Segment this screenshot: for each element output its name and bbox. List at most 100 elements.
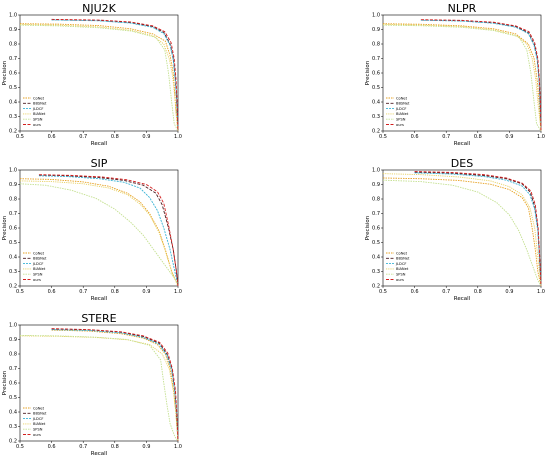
- des-ytick-label: 0.5: [372, 240, 380, 246]
- nlpr-series-spsn: [382, 24, 542, 132]
- nju2k-ytick-label: 0.8: [9, 42, 17, 48]
- des-series-spsn: [382, 179, 542, 287]
- sip-xtick-label: 1.0: [174, 289, 182, 295]
- nju2k-legend-label-conet: CoNet: [33, 96, 45, 100]
- nju2k-xtick-label: 0.6: [48, 134, 56, 140]
- sip-xtick-label: 0.6: [48, 289, 56, 295]
- sip-ytick-label: 0.6: [9, 226, 17, 232]
- nju2k-ytick-label: 0.5: [9, 85, 17, 91]
- des-ytick-label: 0.8: [372, 197, 380, 203]
- nlpr-ylabel: Precision: [365, 60, 371, 85]
- nju2k-series-bianet: [19, 23, 179, 132]
- chart-des: DES 0.5 0.6 0.7 0.8 0.9 1.0 0.2 0.3 0.4 0.5 0.6 0.7 0…: [365, 157, 545, 302]
- nju2k-ytick-label: 0.2: [9, 129, 17, 135]
- des-ytick-label: 0.3: [372, 269, 380, 275]
- sip-series-bbsnet: [38, 174, 179, 287]
- sip-series-jldcf: [38, 175, 179, 287]
- nlpr-ytick-label: 0.2: [372, 129, 380, 135]
- des-xtick-label: 0.9: [505, 289, 513, 295]
- des-ytick-label: 0.4: [372, 255, 380, 261]
- nju2k-legend-label-ours: ours: [33, 123, 41, 127]
- des-xlabel: Recall: [454, 296, 471, 302]
- stere-legend-label-bbsnet: BBSNet: [33, 412, 47, 416]
- stere-xtick-label: 0.6: [48, 444, 56, 450]
- stere-xlabel: Recall: [91, 451, 108, 457]
- sip-title: SIP: [91, 157, 108, 170]
- nlpr-ytick-label: 0.5: [372, 85, 380, 91]
- nju2k-ytick-label: 0.7: [9, 56, 17, 62]
- stere-legend-label-spsn: SPSN: [33, 428, 43, 432]
- nlpr-legend-label-spsn: SPSN: [396, 118, 406, 122]
- sip-series-bianet: [19, 180, 179, 287]
- stere-title: STERE: [81, 312, 116, 325]
- sip-series-ours: [38, 174, 179, 287]
- nju2k-xtick-label: 0.7: [79, 134, 87, 140]
- nlpr-ytick-label: 0.7: [372, 56, 380, 62]
- nlpr-ytick-label: 0.8: [372, 42, 380, 48]
- nlpr-xtick-label: 1.0: [537, 134, 545, 140]
- nlpr-series-jldcf: [420, 19, 542, 132]
- nju2k-xlabel: Recall: [91, 141, 108, 147]
- chart-nlpr: NLPR 0.5 0.6 0.7 0.8 0.9 1.0 0.2 0.3 0.4 0.5 0.6 0.7…: [365, 2, 545, 147]
- sip-legend-label-spsn: SPSN: [33, 273, 43, 277]
- nju2k-legend-label-bbsnet: BBSNet: [33, 102, 47, 106]
- sip-ylabel: Precision: [2, 215, 8, 240]
- sip-series-conet: [19, 178, 179, 287]
- nlpr-ytick-label: 0.6: [372, 71, 380, 77]
- stere-ytick-label: 0.6: [9, 381, 17, 387]
- nlpr-series-bbsnet: [420, 19, 542, 132]
- stere-ytick-label: 0.4: [9, 410, 17, 416]
- stere-ytick-label: 0.7: [9, 366, 17, 372]
- nlpr-xtick-label: 0.8: [474, 134, 482, 140]
- sip-legend-label-bbsnet: BBSNet: [33, 257, 47, 261]
- nlpr-legend-label-conet: CoNet: [396, 96, 408, 100]
- des-series-jldcf: [414, 172, 542, 287]
- nju2k-ytick-label: 0.4: [9, 100, 17, 106]
- stere-xtick-label: 0.7: [79, 444, 87, 450]
- nlpr-legend-label-bbsnet: BBSNet: [396, 102, 410, 106]
- des-legend-label-bianet: BiANet: [396, 267, 409, 271]
- chart-nju2k: NJU2K 0.5 0.6 0.7 0.8 0.9 1.0 0.2 0.3 0.4 0.5 0.6 0.…: [2, 2, 182, 147]
- sip-legend-label-jldcf: JLDCF: [32, 262, 43, 266]
- chart-stere: STERE 0.5 0.6 0.7 0.8 0.9 1.0 0.2 0.3 0.4 0.5 0.6 0.…: [2, 312, 182, 457]
- nju2k-ylabel: Precision: [2, 60, 8, 85]
- stere-xtick-label: 0.5: [16, 444, 24, 450]
- stere-xtick-label: 0.9: [142, 444, 150, 450]
- des-xtick-label: 0.7: [442, 289, 450, 295]
- des-legend-label-bbsnet: BBSNet: [396, 257, 410, 261]
- nju2k-ytick-label: 0.3: [9, 114, 17, 120]
- des-ytick-label: 0.9: [372, 182, 380, 188]
- nlpr-xtick-label: 0.5: [379, 134, 387, 140]
- nlpr-series-conet: [382, 23, 542, 132]
- sip-ytick-label: 0.2: [9, 284, 17, 290]
- des-xtick-label: 0.5: [379, 289, 387, 295]
- stere-ytick-label: 0.8: [9, 352, 17, 358]
- nju2k-xtick-label: 0.8: [111, 134, 119, 140]
- stere-ylabel: Precision: [2, 370, 8, 395]
- stere-series-ours: [51, 328, 179, 442]
- stere-series-jldcf: [51, 329, 179, 442]
- stere-series-bbsnet: [51, 328, 179, 442]
- nlpr-legend-label-bianet: BiANet: [396, 112, 409, 116]
- stere-ytick-label: 0.2: [9, 439, 17, 445]
- sip-ytick-label: 0.9: [9, 182, 17, 188]
- nju2k-series-jldcf: [51, 19, 179, 132]
- des-ytick-label: 0.6: [372, 226, 380, 232]
- des-xtick-label: 1.0: [537, 289, 545, 295]
- stere-legend-label-bianet: BiANet: [33, 422, 46, 426]
- stere-ytick-label: 1.0: [9, 323, 17, 329]
- sip-xtick-label: 0.7: [79, 289, 87, 295]
- stere-ytick-label: 0.3: [9, 424, 17, 430]
- nju2k-series-spsn: [19, 24, 179, 132]
- nlpr-ytick-label: 1.0: [372, 13, 380, 19]
- nlpr-xlabel: Recall: [454, 141, 471, 147]
- des-legend-label-ours: ours: [396, 278, 404, 282]
- nju2k-xtick-label: 0.9: [142, 134, 150, 140]
- nlpr-ytick-label: 0.9: [372, 27, 380, 33]
- nju2k-ytick-label: 0.6: [9, 71, 17, 77]
- des-xtick-label: 0.8: [474, 289, 482, 295]
